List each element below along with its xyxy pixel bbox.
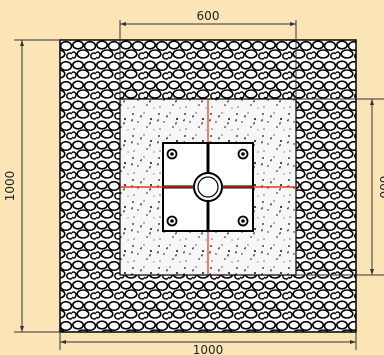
- top-dimension: 600: [119, 9, 297, 99]
- bolt-bottom-left-icon: [166, 215, 178, 227]
- left-dimension: 1000: [3, 39, 60, 333]
- bolt-top-left-icon: [166, 148, 178, 160]
- center-pipe-inner: [197, 176, 219, 198]
- bottom-dimension-label: 1000: [193, 343, 224, 355]
- right-dimension-label: 600: [377, 176, 384, 199]
- top-dimension-label: 600: [197, 9, 220, 23]
- bolt-top-right-icon: [237, 148, 249, 160]
- bottom-dimension: 1000: [59, 332, 357, 355]
- left-dimension-label: 1000: [3, 171, 17, 202]
- right-dimension: 600: [296, 98, 384, 276]
- bolt-bottom-right-icon: [237, 215, 249, 227]
